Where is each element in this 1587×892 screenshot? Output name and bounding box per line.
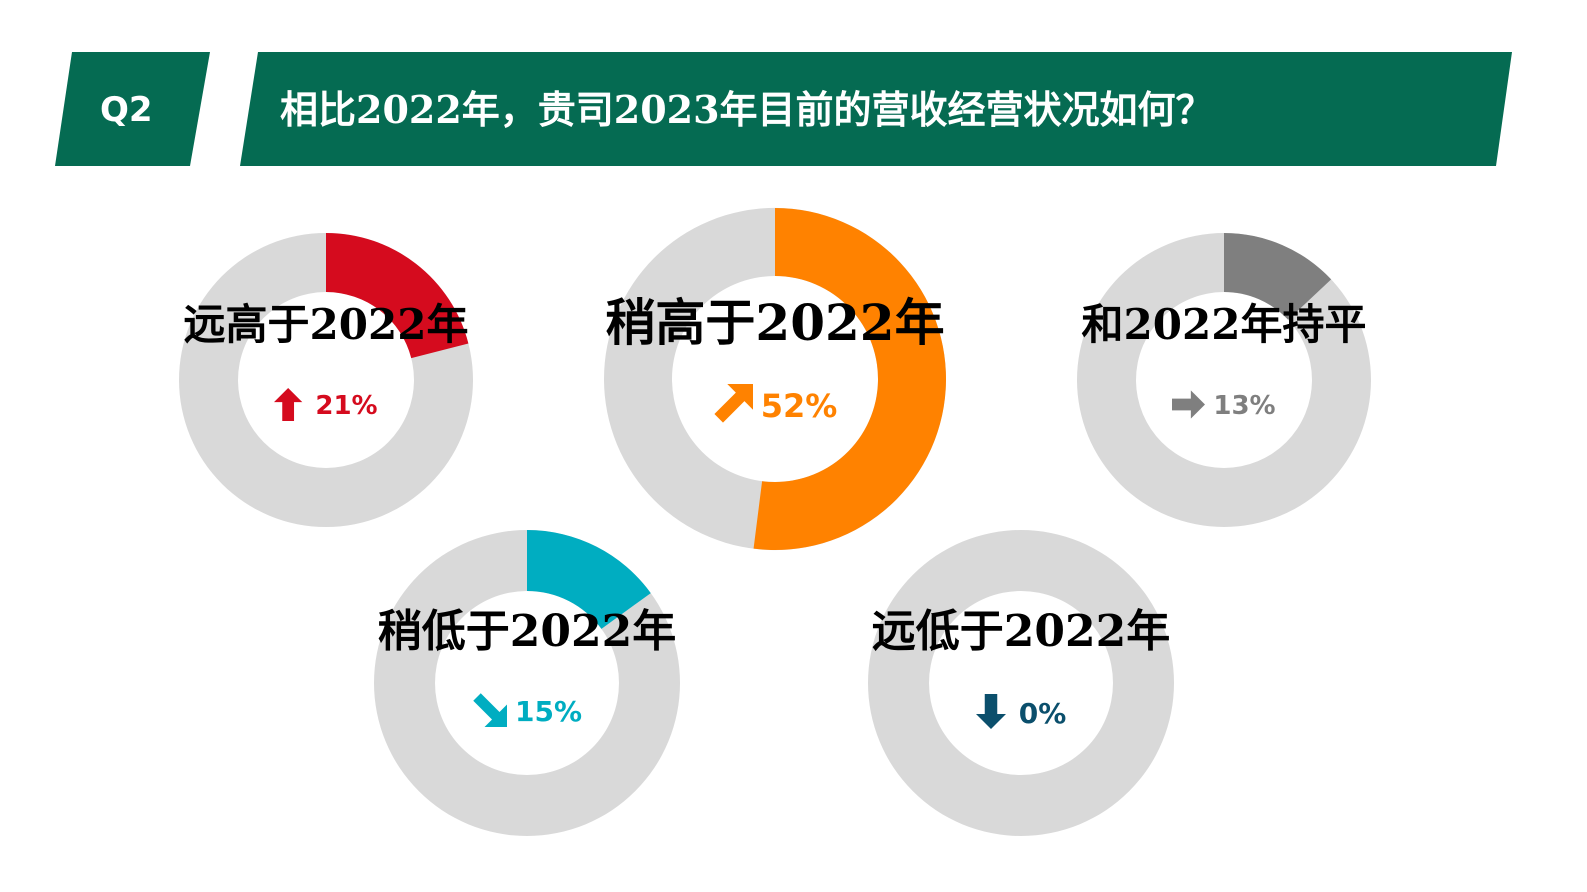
donut-track-5 xyxy=(868,530,1174,836)
donut-stat: 15% xyxy=(407,689,647,733)
donut-slice-3 xyxy=(1224,233,1332,320)
question-title: 相比2022年，贵司2023年目前的营收经营状况如何？ xyxy=(280,87,1214,132)
donut-stat: 0% xyxy=(901,691,1141,735)
donut-category-label: 和2022年持平 xyxy=(1081,299,1367,349)
banner-left-block xyxy=(55,52,210,166)
question-number: Q2 xyxy=(100,90,153,130)
donut-category-label: 稍高于2022年 xyxy=(605,292,945,352)
arrow-down-right-icon xyxy=(472,692,507,731)
donut-category-label: 稍低于2022年 xyxy=(377,606,677,658)
donut-category-label: 远低于2022年 xyxy=(871,606,1171,658)
donut-value-label: 21% xyxy=(315,391,378,421)
donut-value-label: 13% xyxy=(1213,391,1276,421)
question-banner xyxy=(55,52,1512,166)
donut-slice-4 xyxy=(527,530,651,629)
donut-category-label: 远高于2022年 xyxy=(183,299,469,349)
donut-stat: 52% xyxy=(655,384,895,428)
arrow-up-right-icon xyxy=(713,384,753,428)
donut-stat: 13% xyxy=(1104,384,1344,428)
donut-slice-2 xyxy=(753,208,946,550)
banner-main-block xyxy=(240,52,1512,166)
donut-stat: 21% xyxy=(206,384,446,428)
donut-value-label: 52% xyxy=(760,387,838,425)
donut-value-label: 0% xyxy=(1018,696,1067,730)
donut-slice-1 xyxy=(326,233,469,359)
arrow-up-icon xyxy=(274,387,307,425)
arrow-right-icon xyxy=(1172,388,1206,425)
donut-value-label: 15% xyxy=(514,694,583,728)
arrow-down-icon xyxy=(975,693,1011,733)
